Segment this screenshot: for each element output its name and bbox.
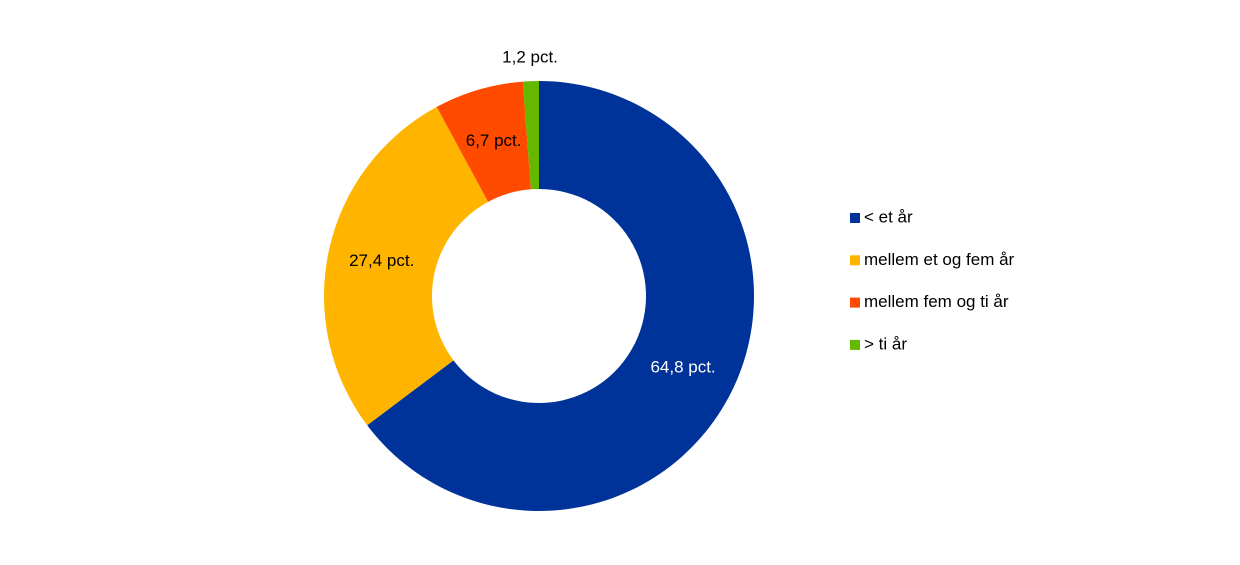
donut-slice	[323, 106, 489, 426]
data-label: 6,7 pct.	[466, 131, 522, 150]
legend-swatch	[850, 339, 860, 350]
legend-swatch	[850, 255, 860, 266]
legend-label: mellem et og fem år	[864, 250, 1015, 269]
legend-swatch	[850, 213, 860, 223]
data-label: 27,4 pct.	[349, 251, 414, 270]
data-label: 64,8 pct.	[650, 357, 715, 376]
donut-slice	[367, 81, 754, 512]
legend-label: > ti år	[864, 334, 907, 353]
donut-slice	[522, 81, 539, 190]
legend-label: mellem fem og ti år	[864, 292, 1009, 311]
legend-label: < et år	[864, 207, 913, 226]
donut-slice	[436, 81, 531, 202]
data-label: 1,2 pct.	[502, 48, 558, 67]
legend-swatch	[850, 297, 860, 308]
